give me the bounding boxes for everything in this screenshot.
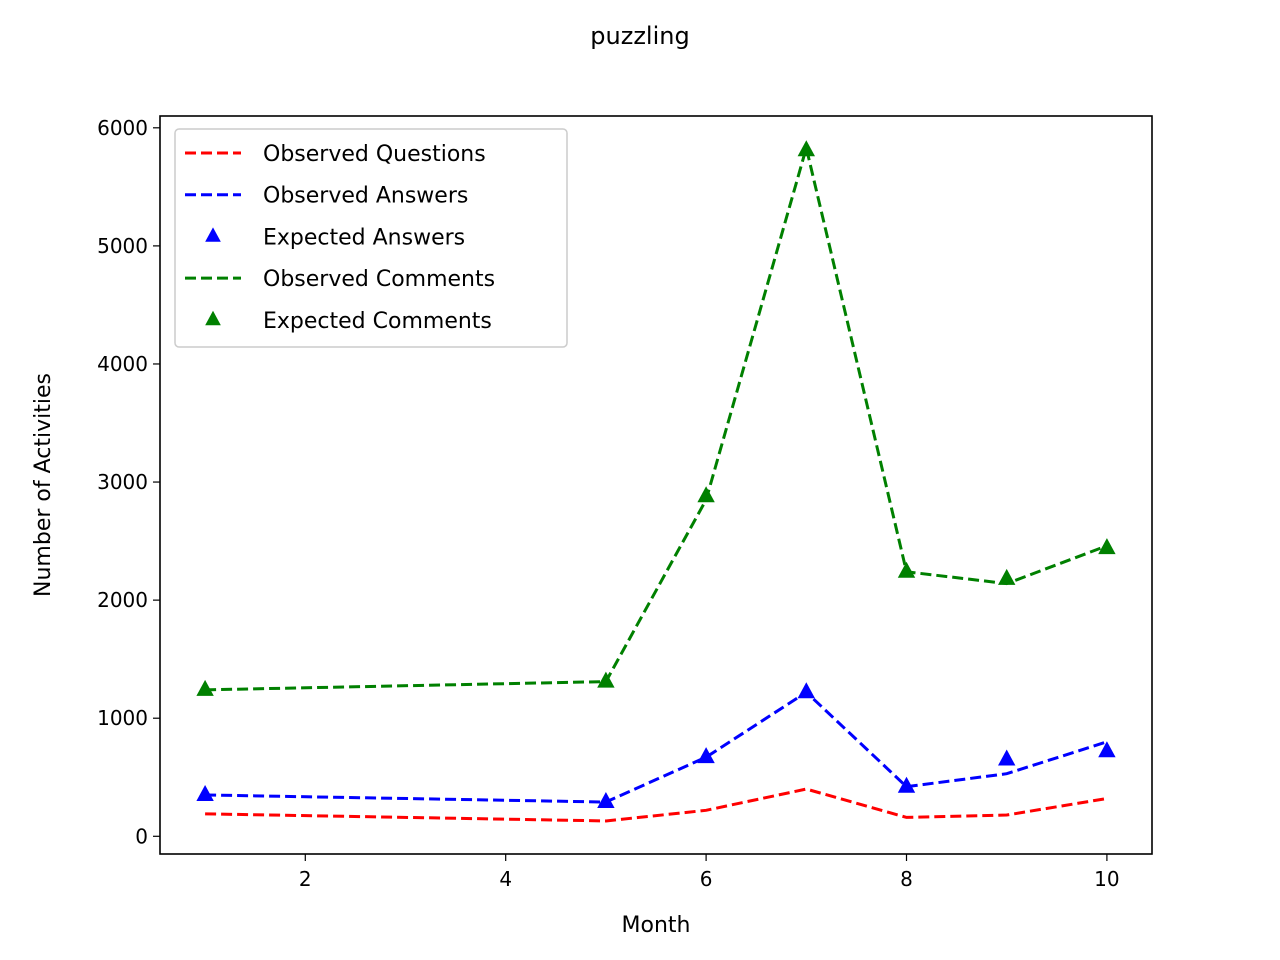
data-point-expected-answers (897, 776, 916, 793)
y-tick-label: 4000 (97, 352, 148, 376)
data-point-expected-comments (196, 679, 214, 696)
plot-frame (159, 115, 1153, 855)
series-line-observed-questions (205, 787, 1108, 823)
legend-label-observed-answers: Observed Answers (263, 184, 468, 209)
plot-area: 2 4 6 8 10 0 1000 2000 3000 4000 5000 6000 (97, 115, 1153, 891)
x-tick-label: 2 (299, 867, 312, 891)
data-point-expected-answers (196, 784, 214, 801)
y-tick-label: 2000 (97, 588, 148, 612)
data-point-expected-answers (1098, 741, 1116, 758)
data-point-expected-comments (998, 568, 1016, 585)
y-axis-title: Number of Activities (31, 373, 56, 597)
x-axis-title: Month (622, 913, 691, 938)
legend-frame (174, 128, 568, 348)
legend: Observed Questions Observed Answers Expect… (174, 128, 568, 348)
data-point-expected-comments (697, 486, 715, 503)
data-point-expected-answers (998, 749, 1016, 766)
legend-label-observed-questions: Observed Questions (263, 142, 486, 167)
legend-label-observed-comments: Observed Comments (263, 267, 495, 292)
x-tick-label: 10 (1094, 867, 1119, 891)
series-line-observed-answers (205, 690, 1108, 804)
chart-title: puzzling (590, 22, 689, 50)
data-point-expected-comments (597, 671, 615, 688)
data-point-expected-comments (1098, 538, 1116, 555)
legend-swatch-expected-comments (205, 310, 221, 326)
data-point-expected-comments (797, 140, 816, 157)
x-tick-label: 4 (499, 867, 512, 891)
legend-label-expected-comments: Expected Comments (263, 309, 492, 334)
y-tick-label: 0 (135, 824, 148, 848)
data-point-expected-comments (897, 561, 916, 578)
y-tick-label: 6000 (97, 116, 148, 140)
y-tick-label: 5000 (97, 234, 148, 258)
data-point-expected-answers (597, 792, 615, 809)
data-point-expected-answers (697, 747, 715, 764)
x-tick-label: 6 (700, 867, 713, 891)
legend-swatch-expected-answers (205, 227, 221, 242)
y-tick-label: 1000 (97, 706, 148, 730)
y-tick-label: 3000 (97, 470, 148, 494)
x-tick-label: 8 (900, 867, 913, 891)
data-point-expected-answers (797, 682, 816, 699)
legend-label-expected-answers: Expected Answers (263, 225, 465, 250)
